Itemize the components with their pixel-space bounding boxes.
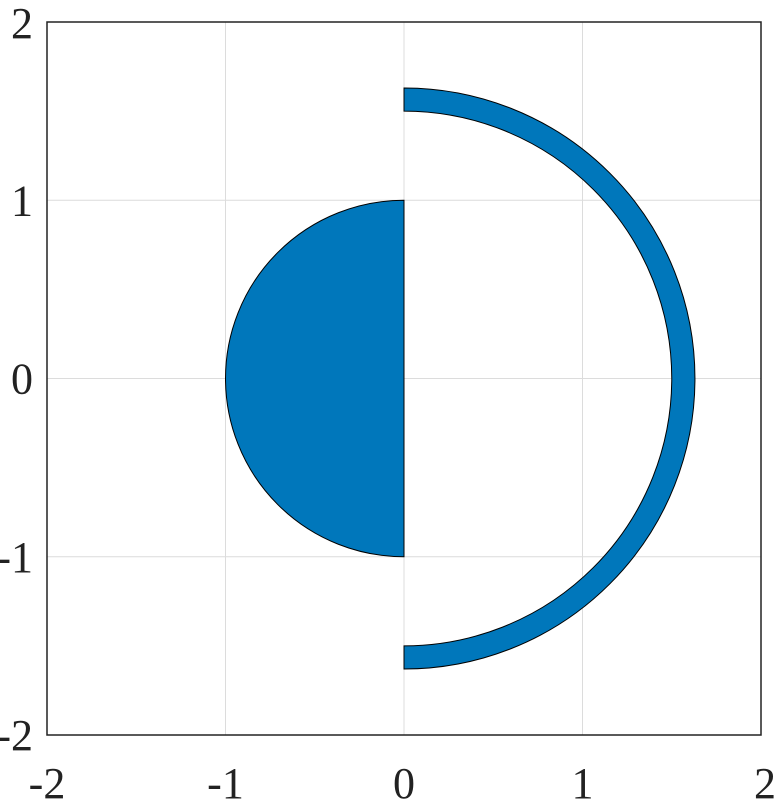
x-tick-label: -1 <box>207 759 244 808</box>
half-annulus-shape <box>403 87 696 670</box>
x-tick-label: 2 <box>754 759 776 808</box>
y-tick-label: -2 <box>0 711 33 760</box>
x-tick-labels: -2 -1 0 1 2 <box>29 759 776 808</box>
y-tick-labels: -2 -1 0 1 2 <box>0 0 33 760</box>
y-tick-label: 2 <box>11 0 33 48</box>
y-tick-label: 0 <box>11 355 33 404</box>
x-tick-label: 0 <box>393 759 415 808</box>
x-tick-label: -2 <box>29 759 66 808</box>
axes-frame <box>46 21 762 736</box>
y-tick-label: 1 <box>11 176 33 225</box>
x-tick-label: 1 <box>572 759 594 808</box>
filled-shapes <box>225 87 696 670</box>
half-disk-shape <box>225 199 405 558</box>
y-tick-label: -1 <box>0 533 33 582</box>
